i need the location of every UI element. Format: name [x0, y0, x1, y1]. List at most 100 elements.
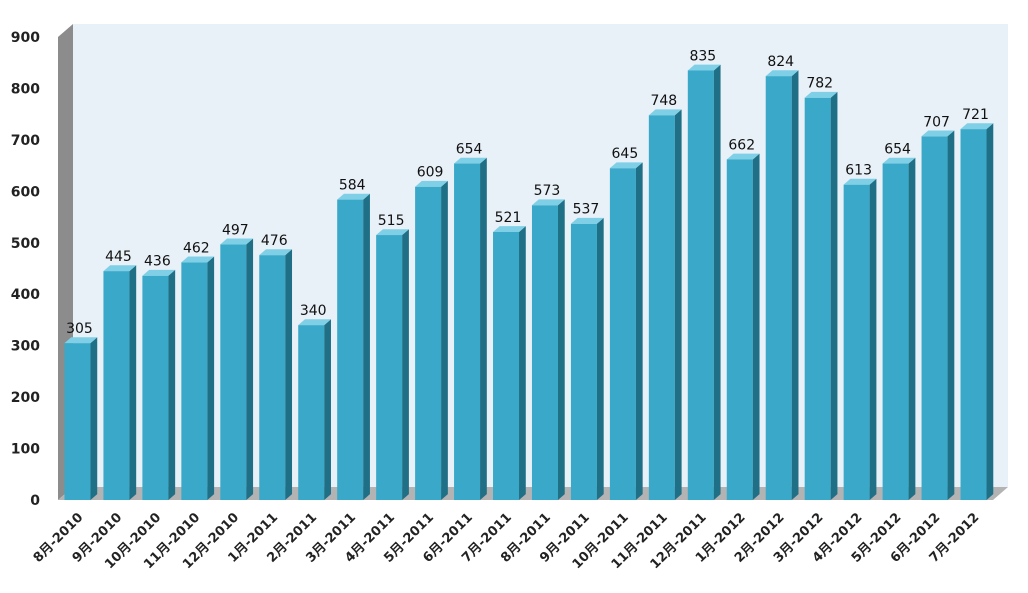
- bar-side: [480, 157, 487, 500]
- bar: [454, 157, 487, 500]
- data-label: 824: [767, 54, 794, 70]
- data-label: 707: [923, 114, 950, 130]
- bar: [64, 337, 98, 500]
- bar-top: [142, 269, 176, 276]
- bar-front: [765, 76, 792, 500]
- data-label: 340: [300, 303, 327, 319]
- y-tick-label: 300: [11, 339, 40, 355]
- bar-side: [674, 109, 682, 501]
- data-label: 654: [456, 142, 483, 158]
- bar: [259, 249, 293, 500]
- y-tick-label: 0: [30, 493, 40, 509]
- y-tick-label: 800: [11, 81, 40, 97]
- bar-side: [596, 217, 604, 501]
- bar-top: [493, 226, 526, 232]
- data-label: 515: [378, 213, 405, 229]
- bar-front: [454, 163, 481, 500]
- bar-front: [726, 159, 753, 500]
- y-tick-label: 100: [11, 442, 40, 458]
- bar-top: [298, 319, 331, 326]
- bar-side: [869, 178, 877, 500]
- bar-front: [298, 325, 325, 500]
- bar: [493, 226, 526, 501]
- bar: [531, 199, 565, 500]
- bar-top: [454, 157, 487, 164]
- bar-top: [259, 249, 293, 256]
- data-label: 497: [222, 222, 249, 238]
- bar-top: [220, 238, 254, 245]
- x-axis-ticks: 8月-20109月-201010月-201011月-201012月-20101月…: [31, 510, 983, 572]
- data-label: 748: [650, 93, 677, 109]
- data-label: 476: [261, 233, 288, 249]
- bar-front: [570, 223, 597, 500]
- bar-top: [531, 199, 565, 206]
- bars: [64, 64, 994, 501]
- y-tick-label: 700: [11, 133, 40, 149]
- y-tick-label: 900: [11, 30, 40, 46]
- bar-front: [687, 70, 714, 500]
- bar: [843, 178, 877, 500]
- bar-side: [713, 64, 721, 500]
- bar-side: [207, 256, 215, 500]
- bar-front: [415, 186, 442, 500]
- bar-front: [804, 97, 831, 501]
- data-label: 436: [144, 254, 171, 270]
- bar-front: [103, 271, 130, 500]
- bar-side: [791, 70, 799, 501]
- bar: [960, 123, 994, 500]
- bar: [687, 64, 721, 500]
- bar-top: [882, 157, 916, 164]
- data-label: 305: [66, 321, 93, 337]
- bar: [765, 70, 799, 501]
- bar-side: [635, 162, 643, 501]
- data-label: 537: [573, 202, 600, 218]
- bar-front: [64, 343, 91, 500]
- bar: [103, 265, 137, 500]
- bar-side: [402, 229, 409, 500]
- bar-front: [882, 163, 909, 500]
- y-tick-label: 200: [11, 390, 40, 406]
- data-label: 584: [339, 178, 366, 194]
- data-label: 573: [534, 183, 561, 199]
- bar: [181, 256, 215, 500]
- data-label: 462: [183, 240, 210, 256]
- bar-side: [752, 153, 760, 501]
- data-label: 835: [689, 48, 716, 64]
- bar-side: [324, 319, 331, 500]
- bar: [609, 162, 643, 501]
- bar-side: [129, 265, 137, 500]
- bar-top: [726, 153, 760, 160]
- bar: [142, 269, 176, 500]
- bar: [376, 229, 409, 501]
- bar: [570, 217, 604, 501]
- bar-side: [986, 123, 994, 500]
- bar-side: [908, 157, 916, 500]
- bar-side: [519, 226, 526, 500]
- bar-front: [181, 262, 208, 500]
- bar: [726, 153, 760, 501]
- bar: [337, 193, 370, 500]
- bar-top: [609, 162, 643, 169]
- bar-side: [441, 180, 448, 500]
- data-label: 654: [884, 142, 911, 158]
- bar-top: [765, 70, 799, 77]
- bar-top: [570, 217, 604, 224]
- y-tick-label: 600: [11, 184, 40, 200]
- data-labels: 305 445 436 462 497 476 340 584 515 609 654 521 573 5…: [66, 48, 989, 337]
- bar: [298, 319, 331, 500]
- data-label: 782: [806, 76, 833, 92]
- data-label: 645: [612, 146, 639, 162]
- data-label: 662: [728, 137, 755, 153]
- bar-side: [168, 269, 176, 500]
- bar-side: [557, 199, 565, 500]
- bar-side: [246, 238, 254, 500]
- bar-top: [843, 178, 877, 185]
- bar: [415, 180, 448, 500]
- bar-side: [90, 337, 98, 500]
- bar-front: [337, 199, 364, 500]
- bar: [804, 91, 838, 501]
- data-label: 521: [495, 210, 522, 226]
- data-label: 721: [962, 107, 989, 123]
- bar-front: [531, 205, 558, 500]
